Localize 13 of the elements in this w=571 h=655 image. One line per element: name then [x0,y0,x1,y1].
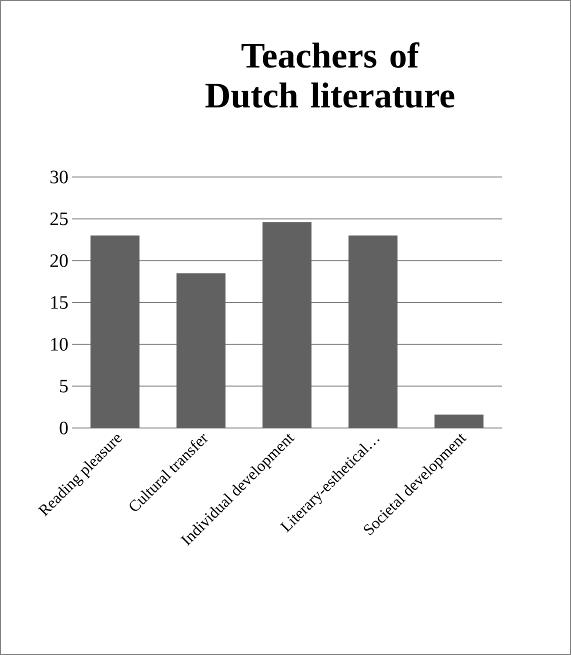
chart-title: Teachers of Dutch literature [205,42,454,108]
y-tick-label: 5 [60,380,68,392]
bar [90,236,140,428]
y-tick-label: 20 [50,254,68,268]
y-tick-label: 0 [60,422,68,434]
bar [176,273,226,428]
bar [348,236,398,428]
y-tick-label: 25 [50,212,68,226]
y-tick-label: 15 [51,296,68,309]
bar [434,414,484,428]
bar [262,222,312,428]
y-tick-label: 30 [50,170,68,184]
y-tick-label: 10 [51,338,68,351]
